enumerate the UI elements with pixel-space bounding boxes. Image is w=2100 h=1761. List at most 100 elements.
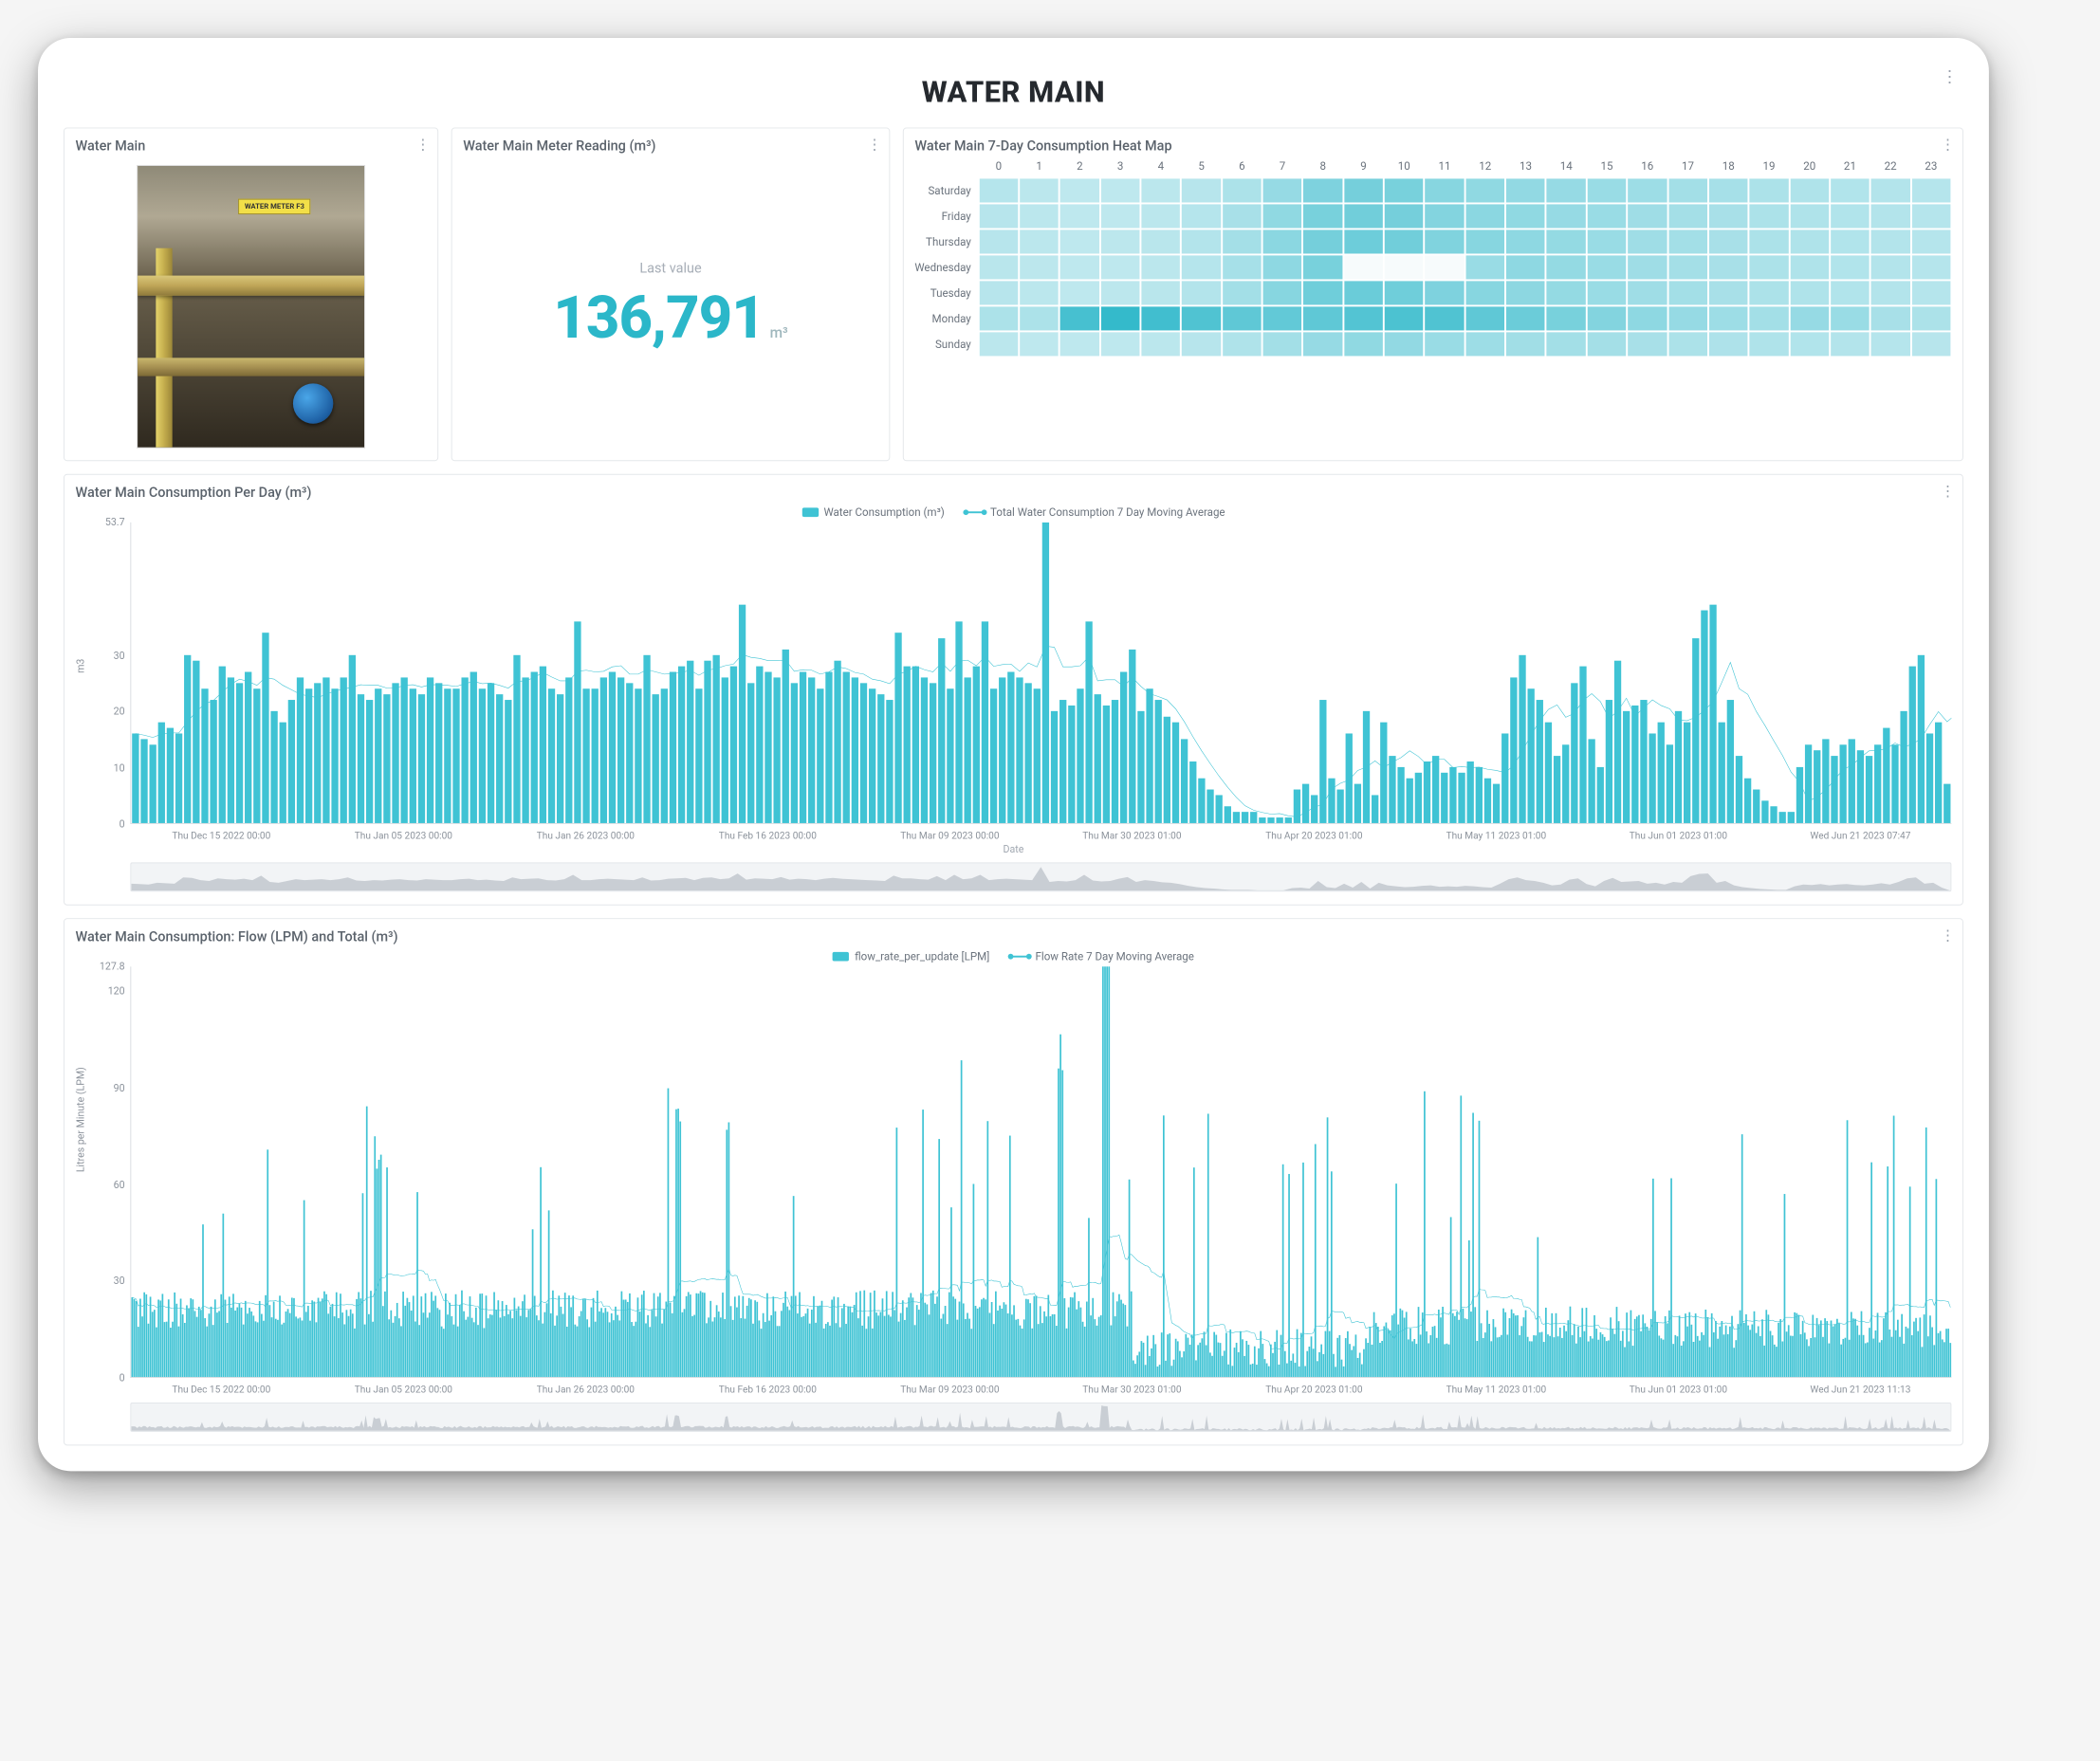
heatmap-cell[interactable]: [1344, 204, 1383, 228]
heatmap-cell[interactable]: [1465, 255, 1504, 279]
heatmap-cell[interactable]: [1344, 229, 1383, 253]
heatmap-cell[interactable]: [1426, 204, 1464, 228]
heatmap-cell[interactable]: [1831, 229, 1870, 253]
legend-item-bar[interactable]: flow_rate_per_update [LPM]: [833, 950, 989, 963]
heatmap-cell[interactable]: [1790, 332, 1829, 356]
heatmap-cell[interactable]: [1547, 306, 1586, 330]
heatmap-cell[interactable]: [1709, 229, 1748, 253]
heatmap-cell[interactable]: [1182, 255, 1221, 279]
heatmap-cell[interactable]: [1303, 255, 1342, 279]
heatmap-cell[interactable]: [1303, 306, 1342, 330]
heatmap-cell[interactable]: [1668, 306, 1707, 330]
heatmap-cell[interactable]: [1263, 281, 1302, 304]
heatmap-cell[interactable]: [1020, 204, 1059, 228]
heatmap-cell[interactable]: [1223, 306, 1262, 330]
heatmap-cell[interactable]: [1020, 178, 1059, 202]
heatmap-cell[interactable]: [1871, 229, 1910, 253]
heatmap-cell[interactable]: [1506, 229, 1545, 253]
heatmap-cell[interactable]: [1344, 332, 1383, 356]
heatmap-cell[interactable]: [1709, 332, 1748, 356]
heatmap-cell[interactable]: [1020, 306, 1059, 330]
legend-item-line[interactable]: Flow Rate 7 Day Moving Average: [1010, 950, 1194, 963]
heatmap-cell[interactable]: [1750, 255, 1789, 279]
heatmap-cell[interactable]: [1547, 332, 1586, 356]
heatmap-cell[interactable]: [1588, 332, 1627, 356]
heatmap-cell[interactable]: [1790, 178, 1829, 202]
heatmap-cell[interactable]: [1223, 204, 1262, 228]
panel-menu-icon[interactable]: ⋮: [1941, 482, 1955, 499]
heatmap-cell[interactable]: [1628, 204, 1667, 228]
heatmap-cell[interactable]: [1223, 255, 1262, 279]
heatmap-cell[interactable]: [1709, 281, 1748, 304]
heatmap-cell[interactable]: [1831, 306, 1870, 330]
heatmap-cell[interactable]: [979, 281, 1018, 304]
heatmap-cell[interactable]: [1588, 255, 1627, 279]
heatmap-cell[interactable]: [1465, 306, 1504, 330]
heatmap-cell[interactable]: [1709, 306, 1748, 330]
heatmap-cell[interactable]: [1506, 306, 1545, 330]
heatmap-cell[interactable]: [1141, 178, 1180, 202]
heatmap-cell[interactable]: [1020, 281, 1059, 304]
heatmap-cell[interactable]: [1871, 204, 1910, 228]
heatmap-cell[interactable]: [1263, 204, 1302, 228]
heatmap-cell[interactable]: [1141, 306, 1180, 330]
heatmap-cell[interactable]: [1101, 204, 1140, 228]
heatmap-cell[interactable]: [1506, 204, 1545, 228]
heatmap-cell[interactable]: [1547, 229, 1586, 253]
heatmap-cell[interactable]: [1831, 204, 1870, 228]
heatmap-cell[interactable]: [1182, 281, 1221, 304]
heatmap-cell[interactable]: [1831, 281, 1870, 304]
panel-menu-icon[interactable]: ⋮: [415, 136, 430, 153]
heatmap-cell[interactable]: [1141, 255, 1180, 279]
heatmap-cell[interactable]: [1912, 229, 1951, 253]
heatmap-cell[interactable]: [1101, 229, 1140, 253]
heatmap-cell[interactable]: [1223, 178, 1262, 202]
heatmap-cell[interactable]: [1668, 332, 1707, 356]
heatmap-cell[interactable]: [1790, 255, 1829, 279]
panel-menu-icon[interactable]: ⋮: [867, 136, 881, 153]
heatmap-cell[interactable]: [1263, 178, 1302, 202]
heatmap-cell[interactable]: [1060, 229, 1099, 253]
heatmap-cell[interactable]: [1263, 306, 1302, 330]
heatmap-cell[interactable]: [1628, 332, 1667, 356]
heatmap-cell[interactable]: [1628, 255, 1667, 279]
heatmap-cell[interactable]: [1060, 306, 1099, 330]
heatmap-cell[interactable]: [1709, 178, 1748, 202]
heatmap-cell[interactable]: [1588, 204, 1627, 228]
heatmap-cell[interactable]: [1628, 229, 1667, 253]
heatmap-cell[interactable]: [1101, 281, 1140, 304]
heatmap-cell[interactable]: [1344, 306, 1383, 330]
legend-item-bar[interactable]: Water Consumption (m³): [801, 505, 945, 518]
heatmap-cell[interactable]: [1020, 332, 1059, 356]
heatmap-cell[interactable]: [1790, 204, 1829, 228]
heatmap-cell[interactable]: [1426, 178, 1464, 202]
heatmap-cell[interactable]: [1141, 204, 1180, 228]
heatmap-cell[interactable]: [1912, 332, 1951, 356]
heatmap-cell[interactable]: [1588, 229, 1627, 253]
heatmap-cell[interactable]: [1060, 255, 1099, 279]
heatmap-cell[interactable]: [1912, 255, 1951, 279]
heatmap-cell[interactable]: [1506, 255, 1545, 279]
heatmap-cell[interactable]: [1750, 306, 1789, 330]
heatmap-cell[interactable]: [1060, 204, 1099, 228]
heatmap-cell[interactable]: [1060, 281, 1099, 304]
chart-plot[interactable]: [130, 966, 1951, 1378]
heatmap-cell[interactable]: [1912, 281, 1951, 304]
heatmap-cell[interactable]: [1547, 281, 1586, 304]
heatmap-cell[interactable]: [1871, 306, 1910, 330]
heatmap-cell[interactable]: [1303, 229, 1342, 253]
heatmap-cell[interactable]: [1385, 178, 1424, 202]
heatmap-cell[interactable]: [1750, 229, 1789, 253]
heatmap-cell[interactable]: [1426, 281, 1464, 304]
heatmap-cell[interactable]: [1426, 306, 1464, 330]
heatmap-cell[interactable]: [979, 178, 1018, 202]
heatmap-cell[interactable]: [1141, 229, 1180, 253]
heatmap-cell[interactable]: [1385, 255, 1424, 279]
heatmap-cell[interactable]: [1588, 281, 1627, 304]
heatmap-cell[interactable]: [1060, 332, 1099, 356]
heatmap-cell[interactable]: [1385, 281, 1424, 304]
heatmap-cell[interactable]: [1668, 229, 1707, 253]
heatmap-cell[interactable]: [1263, 255, 1302, 279]
heatmap-cell[interactable]: [1141, 332, 1180, 356]
heatmap-cell[interactable]: [1182, 229, 1221, 253]
